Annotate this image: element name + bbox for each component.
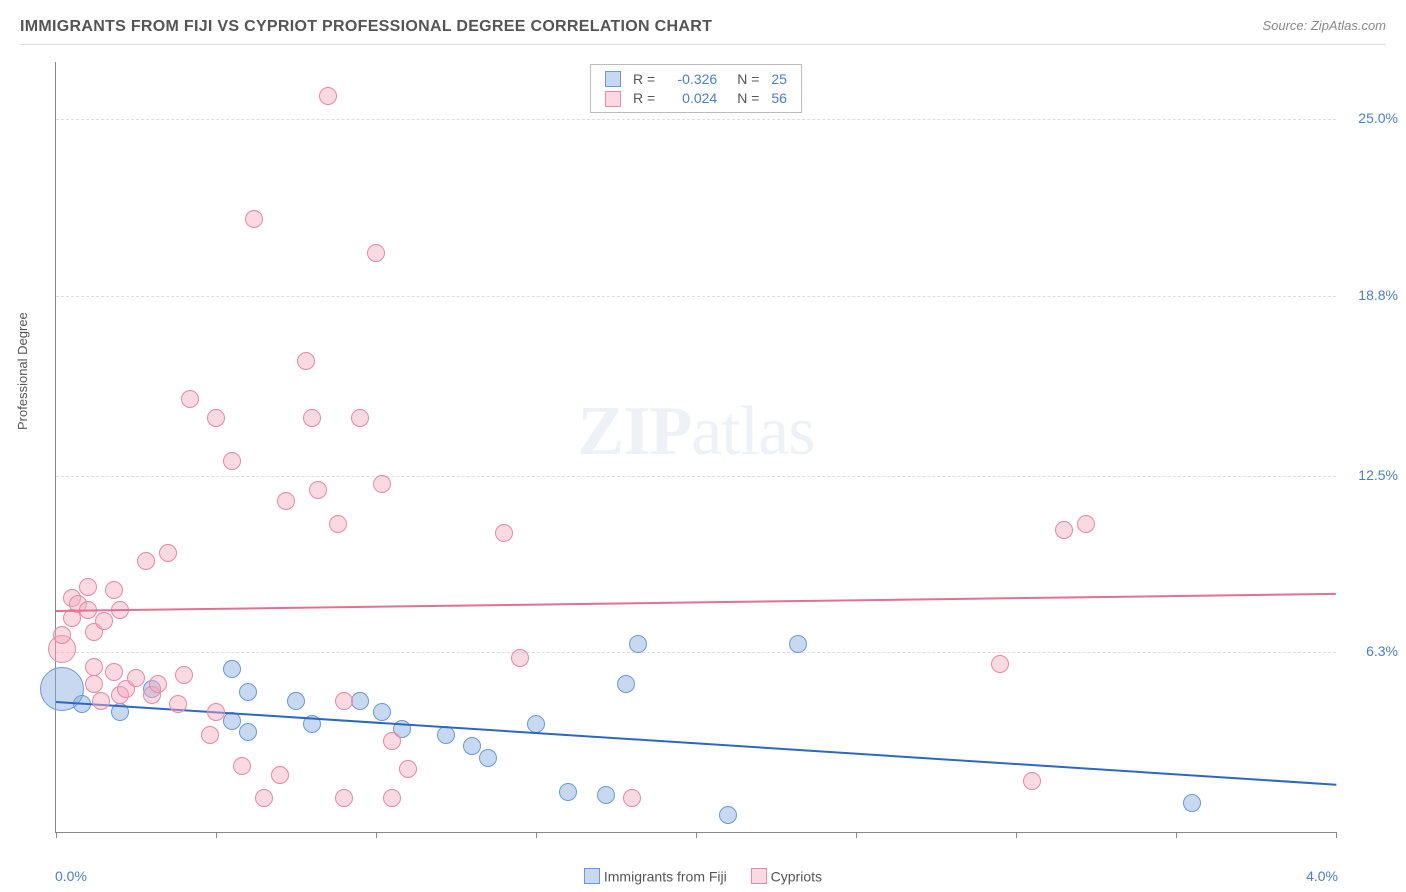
data-point — [1055, 521, 1073, 539]
data-point — [297, 352, 315, 370]
data-point — [623, 789, 641, 807]
data-point — [335, 789, 353, 807]
data-point — [201, 726, 219, 744]
data-point — [1183, 794, 1201, 812]
x-tick — [536, 832, 537, 838]
data-point — [181, 390, 199, 408]
gridline — [56, 296, 1336, 297]
data-point — [789, 635, 807, 653]
data-point — [527, 715, 545, 733]
data-point — [255, 789, 273, 807]
y-tick-label: 12.5% — [1358, 467, 1398, 483]
data-point — [351, 692, 369, 710]
data-point — [373, 703, 391, 721]
data-point — [991, 655, 1009, 673]
data-point — [127, 669, 145, 687]
data-point — [495, 524, 513, 542]
data-point — [373, 475, 391, 493]
data-point — [367, 244, 385, 262]
gridline — [56, 476, 1336, 477]
data-point — [105, 581, 123, 599]
source-label: Source: ZipAtlas.com — [1262, 18, 1386, 33]
x-max-label: 4.0% — [1306, 868, 1338, 884]
data-point — [92, 692, 110, 710]
data-point — [351, 409, 369, 427]
data-point — [245, 210, 263, 228]
data-point — [223, 452, 241, 470]
data-point — [159, 544, 177, 562]
data-point — [463, 737, 481, 755]
x-tick — [216, 832, 217, 838]
chart-plot-area: ZIPatlas R =-0.326N =25R =0.024N =56 — [55, 62, 1336, 833]
data-point — [559, 783, 577, 801]
x-tick — [376, 832, 377, 838]
data-point — [329, 515, 347, 533]
data-point — [597, 786, 615, 804]
data-point — [105, 663, 123, 681]
series-legend: Immigrants from Fiji Cypriots — [584, 867, 822, 884]
x-min-label: 0.0% — [55, 868, 87, 884]
data-point — [137, 552, 155, 570]
trend-line — [56, 592, 1336, 611]
y-axis-label: Professional Degree — [15, 312, 30, 430]
data-point — [79, 578, 97, 596]
data-point — [287, 692, 305, 710]
data-point — [383, 789, 401, 807]
data-point — [207, 409, 225, 427]
data-point — [149, 675, 167, 693]
data-point — [437, 726, 455, 744]
watermark: ZIPatlas — [578, 392, 815, 472]
data-point — [511, 649, 529, 667]
data-point — [303, 409, 321, 427]
data-point — [277, 492, 295, 510]
data-point — [319, 87, 337, 105]
x-tick — [1016, 832, 1017, 838]
data-point — [233, 757, 251, 775]
data-point — [383, 732, 401, 750]
data-point — [239, 723, 257, 741]
header-divider — [20, 44, 1386, 45]
data-point — [95, 612, 113, 630]
data-point — [617, 675, 635, 693]
data-point — [85, 675, 103, 693]
data-point — [239, 683, 257, 701]
data-point — [53, 626, 71, 644]
chart-title: IMMIGRANTS FROM FIJI VS CYPRIOT PROFESSI… — [20, 18, 712, 35]
data-point — [207, 703, 225, 721]
data-point — [175, 666, 193, 684]
data-point — [1023, 772, 1041, 790]
data-point — [223, 660, 241, 678]
x-tick — [1336, 832, 1337, 838]
data-point — [169, 695, 187, 713]
trend-line — [56, 701, 1336, 786]
data-point — [335, 692, 353, 710]
data-point — [309, 481, 327, 499]
correlation-legend: R =-0.326N =25R =0.024N =56 — [590, 64, 802, 113]
x-tick — [56, 832, 57, 838]
y-tick-label: 25.0% — [1358, 110, 1398, 126]
data-point — [271, 766, 289, 784]
data-point — [629, 635, 647, 653]
gridline — [56, 652, 1336, 653]
y-tick-label: 6.3% — [1366, 643, 1398, 659]
y-tick-label: 18.8% — [1358, 287, 1398, 303]
x-tick — [856, 832, 857, 838]
data-point — [85, 658, 103, 676]
gridline — [56, 119, 1336, 120]
x-tick — [696, 832, 697, 838]
data-point — [479, 749, 497, 767]
x-tick — [1176, 832, 1177, 838]
data-point — [1077, 515, 1095, 533]
data-point — [719, 806, 737, 824]
data-point — [399, 760, 417, 778]
